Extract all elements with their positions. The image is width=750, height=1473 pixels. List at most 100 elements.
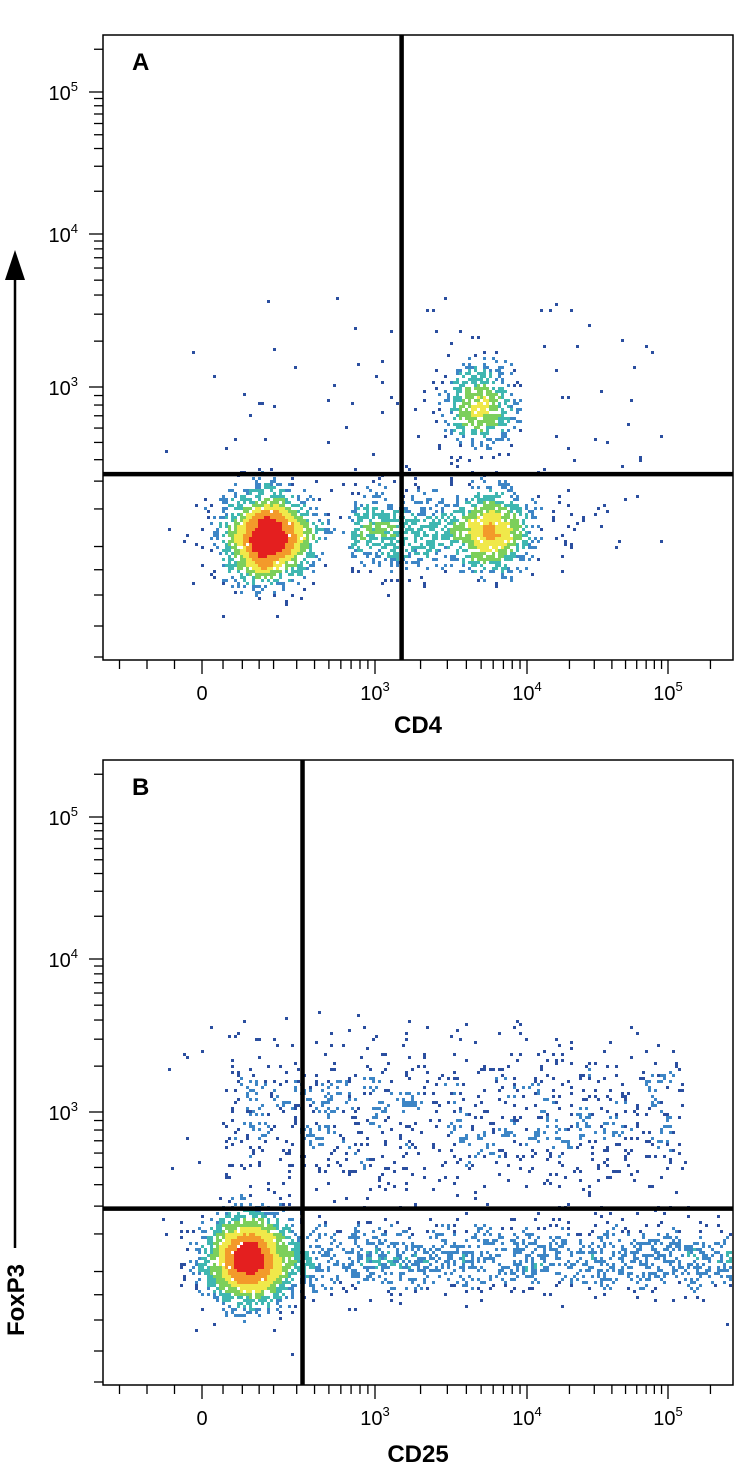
density-point — [471, 522, 474, 525]
density-point — [498, 504, 501, 507]
density-point — [426, 1071, 429, 1074]
density-point — [570, 1278, 573, 1281]
density-point — [636, 1032, 639, 1035]
density-point — [603, 1137, 606, 1140]
density-point — [354, 468, 357, 471]
density-point — [372, 480, 375, 483]
density-point — [201, 1269, 204, 1272]
density-point — [411, 1143, 414, 1146]
density-point — [441, 501, 444, 504]
density-point — [288, 579, 291, 582]
density-point — [330, 1278, 333, 1281]
density-point — [654, 1248, 657, 1251]
density-point — [498, 528, 501, 531]
density-point — [228, 1254, 231, 1257]
density-point — [282, 1242, 285, 1245]
density-point — [282, 585, 285, 588]
density-point — [471, 546, 474, 549]
density-point — [411, 519, 414, 522]
density-point — [474, 537, 477, 540]
density-point — [276, 483, 279, 486]
density-point — [219, 1266, 222, 1269]
density-point — [480, 537, 483, 540]
density-point — [471, 537, 474, 540]
density-point — [249, 1266, 252, 1269]
density-point — [276, 1272, 279, 1275]
density-point — [516, 1242, 519, 1245]
density-point — [261, 510, 264, 513]
density-point — [597, 1098, 600, 1101]
density-point — [495, 408, 498, 411]
density-point — [654, 1089, 657, 1092]
density-point — [246, 1284, 249, 1287]
density-point — [363, 513, 366, 516]
density-point — [555, 369, 558, 372]
density-point — [366, 1251, 369, 1254]
density-point — [264, 516, 267, 519]
density-point — [309, 564, 312, 567]
density-point — [486, 543, 489, 546]
density-point — [459, 1137, 462, 1140]
density-point — [390, 561, 393, 564]
density-point — [405, 1182, 408, 1185]
density-point — [300, 543, 303, 546]
density-point — [318, 537, 321, 540]
density-point — [432, 534, 435, 537]
density-point — [642, 1242, 645, 1245]
density-point — [498, 555, 501, 558]
density-point — [402, 1101, 405, 1104]
density-point — [273, 579, 276, 582]
density-point — [591, 1266, 594, 1269]
density-point — [282, 501, 285, 504]
density-point — [525, 567, 528, 570]
density-point — [528, 1275, 531, 1278]
density-point — [381, 531, 384, 534]
density-point — [489, 372, 492, 375]
density-point — [411, 1128, 414, 1131]
density-point — [264, 1227, 267, 1230]
density-point — [270, 1290, 273, 1293]
density-point — [684, 1278, 687, 1281]
density-point — [222, 1302, 225, 1305]
density-point — [450, 543, 453, 546]
x-tick-label: 104 — [512, 679, 541, 705]
density-point — [222, 615, 225, 618]
density-point — [579, 1239, 582, 1242]
density-point — [216, 1227, 219, 1230]
density-point — [291, 1251, 294, 1254]
density-point — [273, 573, 276, 576]
density-point — [255, 549, 258, 552]
density-point — [534, 537, 537, 540]
density-point — [258, 1107, 261, 1110]
density-point — [594, 1089, 597, 1092]
density-point — [441, 510, 444, 513]
density-point — [426, 552, 429, 555]
density-point — [318, 1224, 321, 1227]
density-point — [672, 1149, 675, 1152]
density-point — [510, 489, 513, 492]
density-point — [297, 537, 300, 540]
density-point — [399, 1275, 402, 1278]
density-point — [495, 405, 498, 408]
density-point — [255, 1224, 258, 1227]
density-point — [252, 477, 255, 480]
density-point — [501, 1269, 504, 1272]
density-point — [510, 1269, 513, 1272]
density-point — [636, 1170, 639, 1173]
density-point — [477, 1095, 480, 1098]
density-point — [504, 531, 507, 534]
density-point — [252, 1248, 255, 1251]
density-point — [387, 1290, 390, 1293]
density-point — [498, 1233, 501, 1236]
density-point — [291, 1230, 294, 1233]
density-point — [237, 1032, 240, 1035]
density-point — [267, 558, 270, 561]
density-point — [717, 1272, 720, 1275]
density-point — [450, 1254, 453, 1257]
density-point — [516, 1251, 519, 1254]
density-point — [477, 552, 480, 555]
panel-a-letter: A — [132, 49, 149, 76]
density-point — [642, 1287, 645, 1290]
density-point — [279, 1248, 282, 1251]
density-point — [228, 1251, 231, 1254]
